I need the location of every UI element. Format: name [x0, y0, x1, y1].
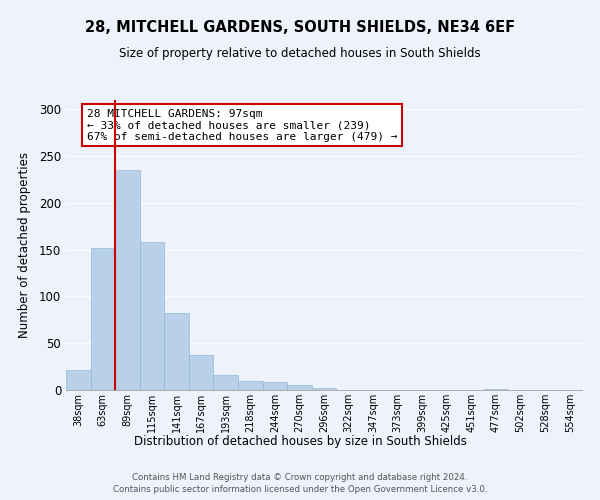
Y-axis label: Number of detached properties: Number of detached properties: [17, 152, 31, 338]
Text: Distribution of detached houses by size in South Shields: Distribution of detached houses by size …: [134, 435, 466, 448]
Text: Contains public sector information licensed under the Open Government Licence v3: Contains public sector information licen…: [113, 485, 487, 494]
Bar: [91, 248, 115, 390]
Text: 28 MITCHELL GARDENS: 97sqm
← 33% of detached houses are smaller (239)
67% of sem: 28 MITCHELL GARDENS: 97sqm ← 33% of deta…: [86, 108, 397, 142]
Bar: [214, 375, 238, 390]
Bar: [484, 389, 508, 390]
Bar: [263, 382, 287, 390]
Text: 28, MITCHELL GARDENS, SOUTH SHIELDS, NE34 6EF: 28, MITCHELL GARDENS, SOUTH SHIELDS, NE3…: [85, 20, 515, 35]
Bar: [66, 370, 91, 390]
Bar: [238, 380, 263, 390]
Bar: [164, 314, 189, 390]
Bar: [287, 386, 312, 390]
Bar: [312, 388, 336, 390]
Bar: [189, 356, 214, 390]
Text: Contains HM Land Registry data © Crown copyright and database right 2024.: Contains HM Land Registry data © Crown c…: [132, 472, 468, 482]
Bar: [140, 242, 164, 390]
Bar: [115, 170, 140, 390]
Text: Size of property relative to detached houses in South Shields: Size of property relative to detached ho…: [119, 48, 481, 60]
